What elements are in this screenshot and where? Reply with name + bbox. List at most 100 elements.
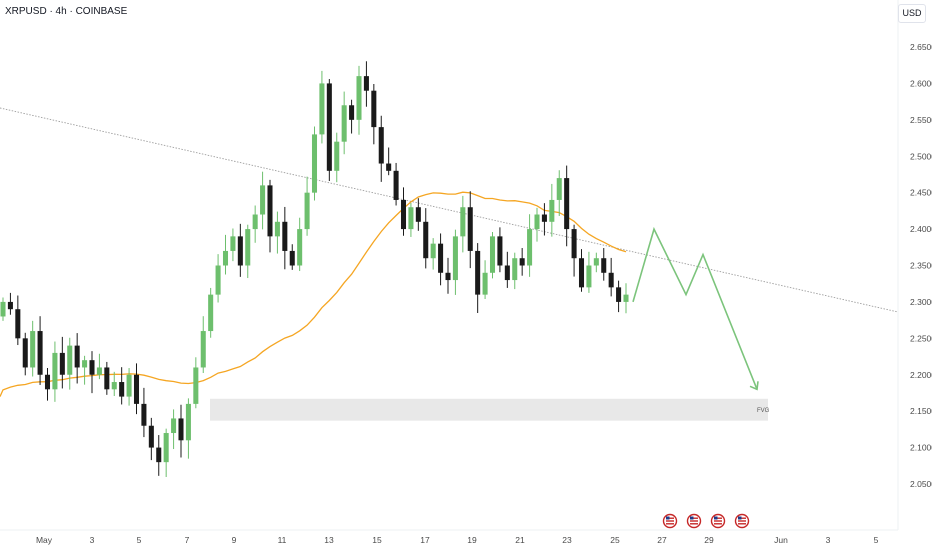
candle-body [578,258,585,288]
candle-body [274,221,280,237]
candle-body [378,127,384,164]
candle-body [163,433,169,463]
candle-body [156,447,162,463]
candle-body [400,199,407,230]
candle-body [67,345,73,375]
time-axis[interactable]: May 3 5 7 9 11 13 15 17 19 21 23 25 27 29 Jun 3 5 [36,535,879,545]
time-tick-label: 15 [372,535,382,545]
candle-body [549,199,555,222]
candle-body [82,360,88,368]
candle-body [326,83,332,171]
candle-body [334,141,340,171]
candle-body [616,287,622,302]
candle-body [148,425,154,448]
candle-body [230,236,236,251]
price-axis[interactable]: 2.6500 2.6000 2.5500 2.5000 2.4500 2.4000 2.35… [910,42,932,489]
candle-body [408,207,414,230]
time-tick-label: 7 [185,535,190,545]
candle-body [245,229,251,266]
candle-body [445,272,451,281]
time-tick-label: 9 [232,535,237,545]
us-flag-icon[interactable] [686,513,702,529]
price-tick-label: 2.3500 [910,261,932,271]
projection-arrowhead [749,381,759,391]
time-tick-label: May [36,535,53,545]
price-tick-label: 2.3000 [910,297,932,307]
candle-body [601,258,607,273]
candle-body [311,134,318,193]
projection-path [632,226,759,391]
candle-body [623,294,629,302]
candle-body [267,185,273,237]
candle-body [556,178,562,200]
candle-body [178,418,184,441]
us-flag-icon[interactable] [710,513,726,529]
candle-body [59,352,65,375]
candle-body [571,229,577,259]
candle-body [304,192,310,230]
candle-body [608,272,614,288]
time-tick-label: 5 [874,535,879,545]
projection-line [632,226,758,390]
candle-body [260,185,266,215]
fvg-rect [210,398,768,421]
time-tick-label: 25 [610,535,620,545]
event-icons[interactable] [662,513,750,529]
candle-body [504,265,510,281]
candle-body [541,214,547,222]
candle-body [185,403,191,441]
time-tick-label: 13 [324,535,334,545]
time-tick-label: 5 [137,535,142,545]
candle-body [586,265,592,288]
candle-body [527,229,533,266]
candle-body [534,214,540,230]
price-tick-label: 2.1000 [910,443,932,453]
time-tick-label: 27 [657,535,667,545]
time-tick-label: 29 [704,535,714,545]
currency-button[interactable]: USD [898,4,926,23]
candle-body [297,229,303,266]
candle-body [200,331,206,368]
candle-body [7,301,13,310]
trendline[interactable] [0,107,899,313]
candle-body [393,170,399,200]
price-tick-label: 2.6500 [910,42,932,52]
us-flag-icon[interactable] [662,513,678,529]
price-tick-label: 2.5000 [910,151,932,161]
us-flag-icon[interactable] [734,513,750,529]
candle-body [30,331,36,368]
candle-body [593,258,599,266]
candle-body [111,382,117,390]
time-tick-label: 23 [562,535,572,545]
candle-body [222,250,229,266]
price-tick-label: 2.4500 [910,188,932,198]
candle-body [237,236,243,266]
candle-body [363,76,369,91]
candle-body [512,258,518,281]
candle-body [415,207,421,222]
candle-body [96,367,102,375]
candle-body [171,418,177,434]
candle-body [452,236,458,281]
price-tick-label: 2.6000 [910,78,932,88]
time-tick-label: 19 [467,535,477,545]
candle-body [119,382,125,397]
time-tick-label: 3 [826,535,831,545]
price-tick-label: 2.0500 [910,479,932,489]
time-tick-label: 21 [515,535,525,545]
candle-body [89,360,95,375]
time-tick-label: Jun [774,535,788,545]
candle-body [386,163,392,171]
candle-body [141,403,147,426]
candle-body [215,265,221,295]
symbol-title: XRPUSD · 4h · COINBASE [5,6,128,17]
fvg-zone: FVG [210,398,770,421]
price-tick-label: 2.2500 [910,333,932,343]
candle-body [482,272,488,295]
price-tick-label: 2.5500 [910,115,932,125]
price-tick-label: 2.4000 [910,224,932,234]
candle-body [438,243,444,273]
candle-body [0,301,6,317]
price-tick-label: 2.2000 [910,370,932,380]
